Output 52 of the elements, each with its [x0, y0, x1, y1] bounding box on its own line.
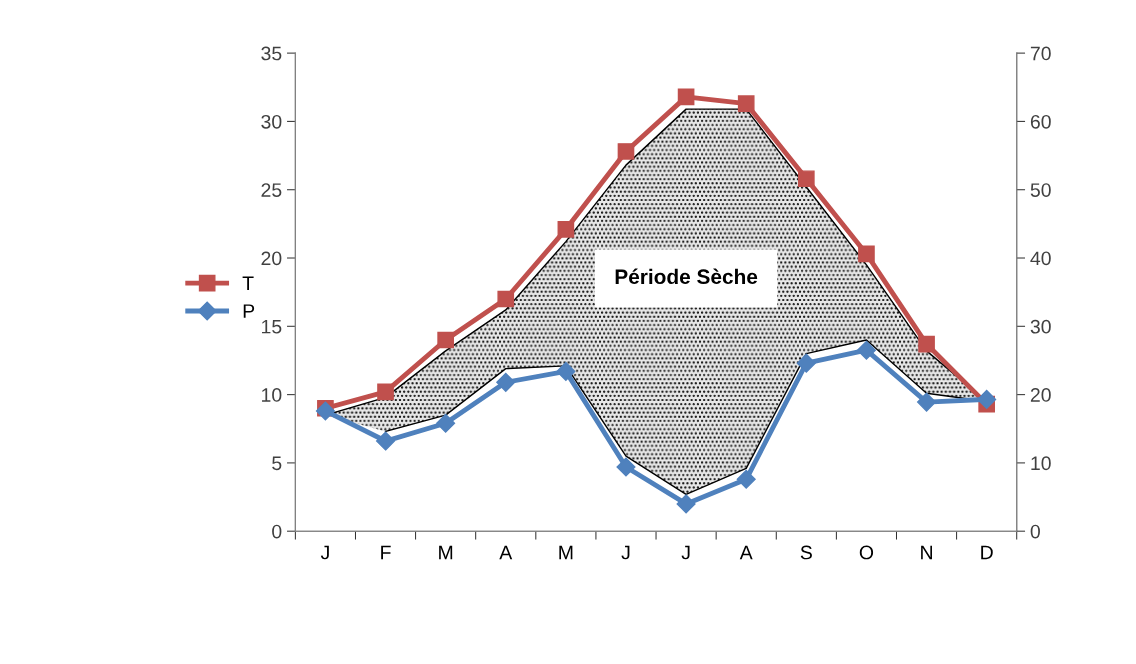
- y-tick-label: 30: [261, 114, 282, 129]
- point: [496, 372, 516, 392]
- x-tick-label: D: [981, 545, 993, 560]
- x-tick-label: A: [499, 545, 513, 560]
- point: [676, 494, 696, 514]
- point: [436, 413, 456, 433]
- y2-tick-label: 30: [1030, 319, 1051, 334]
- point: [856, 340, 876, 360]
- y-tick-label: 10: [262, 388, 282, 402]
- y-tick-label: 35: [261, 46, 282, 61]
- y-tick-label: 0: [272, 524, 282, 539]
- x-tick-label: M: [559, 545, 573, 560]
- y2-tick-label: 20: [1030, 388, 1051, 402]
- y-tick-label: 15: [262, 319, 282, 334]
- y2-tick-label: 70: [1030, 46, 1051, 61]
- legend-label: P: [243, 304, 255, 318]
- point: [737, 95, 755, 112]
- point: [617, 143, 635, 160]
- annotation: Période Sèche: [615, 268, 758, 285]
- y-tick-label: 5: [272, 456, 282, 471]
- point: [497, 290, 515, 308]
- x-tick-label: F: [381, 545, 391, 560]
- x-tick-label: M: [439, 545, 453, 560]
- point: [918, 335, 935, 353]
- x-tick-label: A: [739, 545, 753, 560]
- point: [616, 457, 636, 477]
- point: [977, 389, 997, 409]
- point: [375, 431, 396, 451]
- point: [796, 353, 816, 373]
- y2-tick-label: 0: [1030, 524, 1040, 539]
- y-tick-label: 20: [261, 251, 282, 266]
- x-tick-label: J: [681, 545, 690, 560]
- x-tick-label: S: [800, 545, 812, 560]
- point: [858, 245, 875, 263]
- x-tick-label: O: [859, 545, 874, 560]
- legend-label: T: [242, 276, 254, 290]
- point: [736, 469, 756, 489]
- x-tick-label: J: [621, 545, 630, 560]
- point: [917, 392, 937, 412]
- y2-tick-label: 10: [1031, 456, 1051, 471]
- y2-tick-label: 50: [1030, 183, 1051, 197]
- point: [677, 88, 695, 106]
- y2-tick-label: 60: [1030, 114, 1051, 129]
- point: [556, 361, 576, 381]
- point: [377, 383, 394, 401]
- point: [437, 331, 454, 349]
- y-tick-label: 25: [261, 183, 282, 197]
- x-tick-label: J: [320, 545, 329, 560]
- x-tick-label: N: [921, 545, 932, 560]
- point: [797, 170, 815, 188]
- point: [557, 220, 575, 238]
- y2-tick-label: 40: [1030, 251, 1051, 266]
